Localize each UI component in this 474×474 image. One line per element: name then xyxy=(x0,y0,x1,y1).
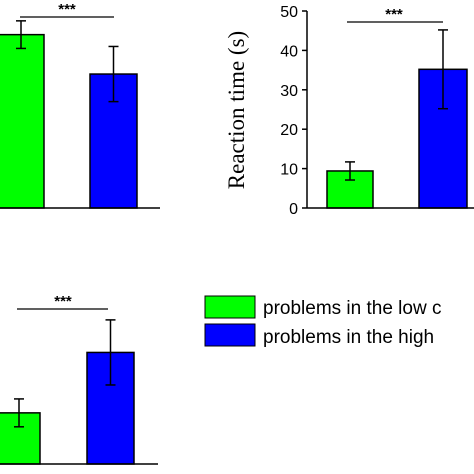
legend: problems in the low c problems in the hi… xyxy=(204,295,441,348)
significance-label: *** xyxy=(54,293,72,310)
y-axis-title: Reaction time (s) xyxy=(224,31,249,189)
y-tick-label: 0 xyxy=(289,201,298,218)
y-tick-label: 20 xyxy=(280,122,298,139)
y-tick-label: 50 xyxy=(280,4,298,21)
significance-label: *** xyxy=(58,1,76,18)
y-tick-label: 10 xyxy=(280,162,298,179)
panel-top-right: Reaction time (s) 0 10 20 30 40 50 *** xyxy=(224,4,474,218)
legend-label-high: problems in the high xyxy=(263,327,434,348)
panel-bottom-left: *** xyxy=(0,293,158,465)
legend-swatch-low xyxy=(204,295,256,319)
panel-top-left: *** xyxy=(0,1,160,209)
y-tick-label: 40 xyxy=(280,43,298,60)
legend-label-low: problems in the low c xyxy=(263,298,441,319)
bar-low xyxy=(0,33,45,209)
significance-label: *** xyxy=(385,6,403,23)
bar-low xyxy=(0,412,41,465)
y-tick-label: 30 xyxy=(280,83,298,100)
legend-swatch-high xyxy=(204,323,256,347)
